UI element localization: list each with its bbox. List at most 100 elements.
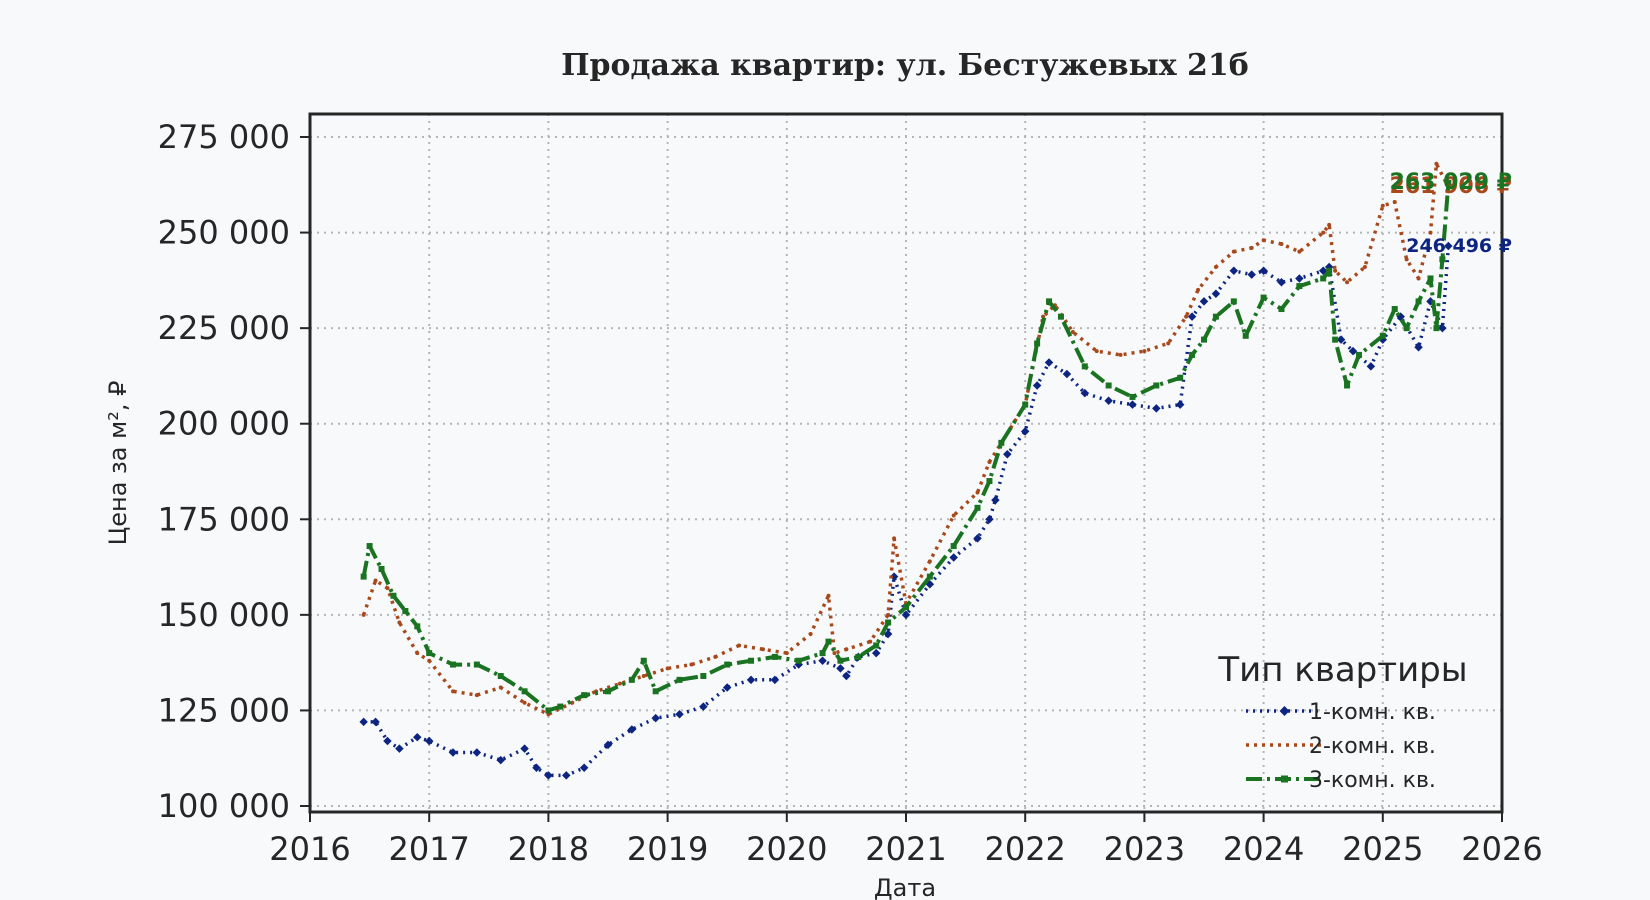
data-point <box>385 586 390 591</box>
legend-title: Тип квартиры <box>1217 650 1467 690</box>
data-point <box>1153 382 1160 389</box>
y-tick-label: 250 000 <box>158 214 290 252</box>
data-point <box>1297 249 1302 254</box>
x-tick-label: 2020 <box>746 830 827 868</box>
data-point <box>951 513 956 518</box>
data-point <box>581 692 588 699</box>
x-tick-label: 2018 <box>508 830 589 868</box>
y-tick-label: 225 000 <box>158 309 290 347</box>
data-point <box>1142 349 1147 354</box>
data-point <box>361 612 366 617</box>
data-point <box>889 572 899 581</box>
data-point <box>1414 343 1423 352</box>
data-point <box>651 713 660 723</box>
data-point <box>545 707 552 714</box>
data-point <box>1415 298 1422 305</box>
data-point <box>1105 382 1112 389</box>
data-point <box>402 608 409 615</box>
data-point <box>605 688 611 695</box>
data-point <box>699 702 708 711</box>
data-point <box>1403 325 1410 332</box>
data-point <box>1279 242 1284 247</box>
data-point <box>521 688 528 695</box>
data-point <box>1196 287 1201 292</box>
data-point <box>825 638 832 645</box>
data-point <box>1022 401 1029 408</box>
data-point <box>1445 179 1452 186</box>
data-point <box>1391 306 1398 313</box>
legend: Тип квартиры 1-комн. кв. 2-комн. кв. 3-ком… <box>1217 650 1467 793</box>
x-tick-label: 2025 <box>1342 830 1423 868</box>
data-point <box>383 736 392 746</box>
data-point <box>748 657 755 664</box>
data-point <box>414 623 421 630</box>
data-point <box>1277 278 1286 287</box>
y-axis-label: Цена за м², ₽ <box>104 381 132 546</box>
data-point <box>998 439 1005 446</box>
data-point <box>1046 298 1053 305</box>
data-point <box>1433 325 1440 332</box>
data-point <box>689 662 694 667</box>
data-point <box>885 619 892 626</box>
data-point <box>415 651 420 656</box>
data-point <box>986 478 993 485</box>
x-tick-label: 2016 <box>269 830 350 868</box>
data-point <box>886 612 891 617</box>
data-point <box>1081 363 1088 370</box>
data-point <box>496 755 505 765</box>
data-point <box>1212 313 1219 320</box>
data-point <box>426 650 433 657</box>
y-tick-label: 100 000 <box>158 787 290 825</box>
data-point <box>1249 245 1254 250</box>
data-point <box>1326 267 1333 274</box>
y-axis: 100 000 125 000 150 000 175 000 200 000 225 0… <box>158 118 310 825</box>
data-point <box>378 565 385 572</box>
data-point <box>818 656 827 665</box>
data-point <box>1231 249 1236 254</box>
data-point <box>926 573 933 580</box>
x-axis-label: Дата <box>874 874 936 900</box>
data-point <box>1295 274 1304 283</box>
data-point <box>901 610 911 620</box>
data-point <box>373 578 378 583</box>
data-point <box>562 771 571 780</box>
data-point <box>1362 264 1367 269</box>
data-point <box>1439 256 1446 263</box>
data-point <box>641 674 646 679</box>
data-point <box>603 740 613 750</box>
end-labels: 246 496 ₽ 261 906 ₽263 029 ₽ <box>1390 170 1512 257</box>
legend-items: 1-комн. кв. 2-комн. кв. 3-комн. кв. <box>1246 700 1436 793</box>
data-point <box>472 748 482 757</box>
data-point <box>784 651 789 656</box>
data-point <box>1379 332 1386 339</box>
data-point <box>950 543 957 550</box>
data-point <box>844 647 849 652</box>
data-point <box>360 573 367 580</box>
y-tick-label: 150 000 <box>158 596 290 634</box>
data-point <box>1129 393 1136 400</box>
end-value-label: 261 906 ₽ <box>1390 174 1512 199</box>
series-3 <box>360 179 1452 714</box>
data-point <box>808 631 813 636</box>
data-point <box>1380 203 1385 208</box>
legend-label: 2-комн. кв. <box>1309 734 1436 759</box>
legend-item: 2-комн. кв. <box>1246 734 1436 759</box>
data-point <box>522 700 527 705</box>
data-point <box>557 703 564 710</box>
data-point <box>359 717 368 727</box>
data-point <box>675 710 684 719</box>
data-point <box>1201 336 1207 343</box>
data-point <box>1278 306 1285 313</box>
data-point <box>366 543 373 550</box>
data-point <box>1118 352 1123 357</box>
x-tick-label: 2024 <box>1223 830 1304 868</box>
legend-marker <box>1279 706 1290 716</box>
data-point <box>1213 264 1218 269</box>
data-point <box>1034 340 1041 347</box>
y-tick-label: 275 000 <box>158 118 290 156</box>
data-point <box>837 657 844 664</box>
data-point <box>892 536 897 541</box>
data-point <box>1128 400 1137 409</box>
data-point <box>1332 336 1339 343</box>
chart-title: Продажа квартир: ул. Бестужевых 21б <box>561 48 1249 83</box>
